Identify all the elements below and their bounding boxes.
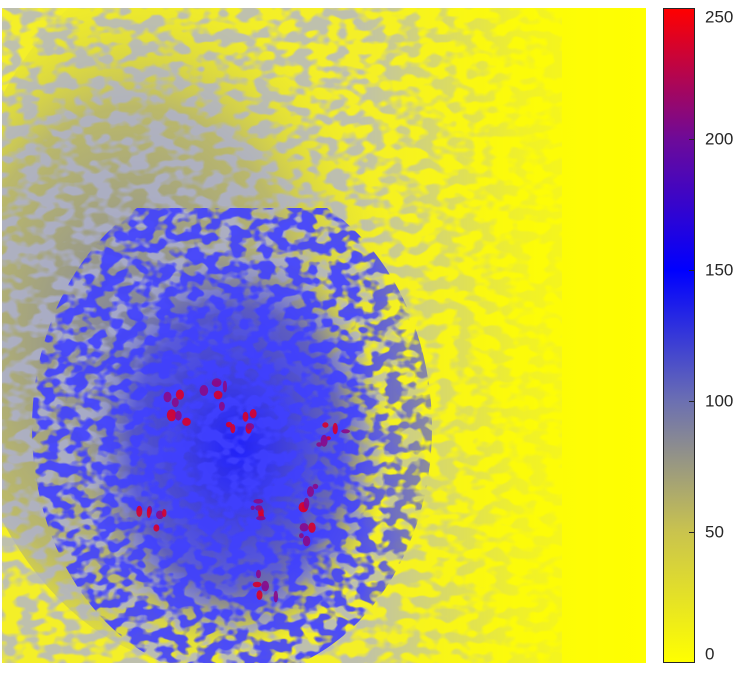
- colorbar-tick-label: 0: [705, 644, 715, 664]
- colorbar-tick: [689, 139, 694, 140]
- heatmap-right-fade: [2, 8, 646, 663]
- colorbar-tick: [689, 662, 694, 663]
- colorbar-tick: [689, 8, 694, 9]
- colorbar-axis: 0 50 100 150 200 250: [689, 7, 735, 664]
- colorbar-tick: [689, 532, 694, 533]
- colorbar-tick: [689, 401, 694, 402]
- colorbar-tick: [689, 270, 694, 271]
- colorbar-tick-label: 250: [705, 7, 734, 27]
- colorbar-tick-label: 100: [705, 391, 734, 411]
- colorbar-tick-label: 200: [705, 129, 734, 149]
- heatmap-image: [2, 8, 646, 663]
- colorbar: [663, 8, 695, 663]
- colorbar-tick-label: 50: [705, 522, 724, 542]
- heatmap-canvas: [2, 8, 646, 663]
- colorbar-tick-label: 150: [705, 260, 734, 280]
